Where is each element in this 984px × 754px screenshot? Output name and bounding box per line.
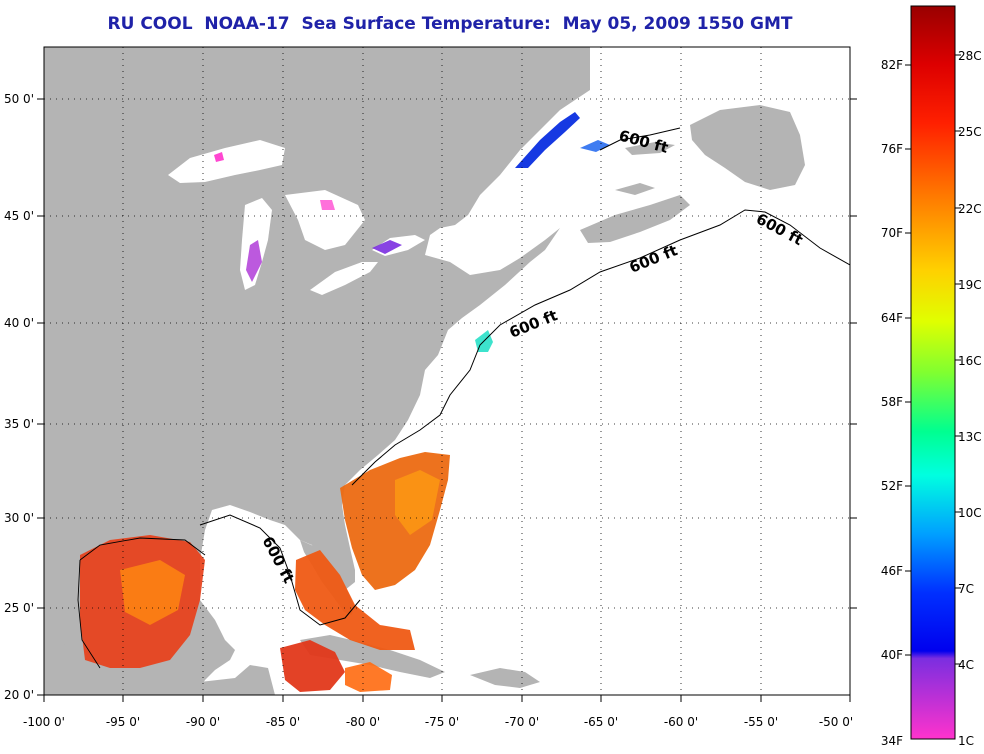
colorbar-c-label: 19C: [958, 278, 982, 292]
colorbar-f-label: 52F: [881, 479, 903, 493]
isobath-600ft: [199, 127, 850, 626]
lon-tick-label: -60 0': [664, 715, 698, 729]
lon-tick-label: -50 0': [819, 715, 853, 729]
lon-tick-label: -85 0': [266, 715, 300, 729]
prince-edward-island: [615, 183, 655, 195]
map-tick-marks: [37, 98, 857, 702]
newfoundland: [690, 105, 805, 190]
map-plot-area: 600 ft 600 ft 600 ft 600 ft 600 ft: [44, 47, 850, 695]
lon-tick-label: -100 0': [23, 715, 65, 729]
sst-st-lawrence-cold: [515, 112, 580, 168]
colorbar-c-label: 10C: [958, 506, 982, 520]
lat-tick-label: 35 0': [4, 417, 34, 431]
colorbar-f-label: 40F: [881, 648, 903, 662]
map-gridlines: [44, 47, 850, 695]
lake-huron: [285, 190, 365, 250]
nova-scotia: [580, 195, 690, 243]
colorbar: 82F 76F 70F 64F 58F 52F 46F 40F 34F 28C …: [881, 5, 982, 748]
colorbar-f-label: 34F: [881, 734, 903, 748]
land-mass: [44, 47, 590, 695]
cuba: [300, 635, 445, 678]
colorbar-c-label: 22C: [958, 202, 982, 216]
lon-tick-label: -90 0': [186, 715, 220, 729]
lat-tick-label: 40 0': [4, 316, 34, 330]
map-frame: [43, 46, 851, 696]
colorbar-c-label: 13C: [958, 430, 982, 444]
colorbar-c-label: 28C: [958, 49, 982, 63]
sst-caribbean-east: [345, 662, 392, 692]
sst-lake-superior: [214, 152, 224, 162]
lon-tick-label: -80 0': [346, 715, 380, 729]
lat-tick-labels: 50 0' 45 0' 40 0' 35 0' 30 0' 25 0' 20 0…: [4, 92, 34, 702]
colorbar-c-label: 16C: [958, 354, 982, 368]
colorbar-f-ticks: [905, 54, 961, 665]
colorbar-c-label: 4C: [958, 658, 974, 672]
lat-tick-label: 50 0': [4, 92, 34, 106]
lon-tick-label: -75 0': [425, 715, 459, 729]
colorbar-gradient: [910, 5, 956, 740]
colorbar-f-label: 46F: [881, 564, 903, 578]
sst-st-lawrence-spot: [580, 140, 610, 152]
sst-lake-ontario: [372, 240, 402, 254]
lat-tick-label: 30 0': [4, 511, 34, 525]
hispaniola: [470, 668, 540, 688]
sst-gulf-west-warm: [120, 560, 185, 625]
anticosti-island: [625, 142, 675, 155]
colorbar-f-label: 76F: [881, 142, 903, 156]
sst-lake-huron: [320, 200, 335, 210]
sst-caribbean: [280, 640, 345, 692]
map-title: RU COOL NOAA-17 Sea Surface Temperature:…: [107, 14, 793, 34]
colorbar-c-label: 7C: [958, 582, 974, 596]
sst-gulf-stream-warm: [395, 470, 440, 535]
isobath-600ft-gulf: [77, 537, 206, 669]
lon-tick-labels: -100 0' -95 0' -90 0' -85 0' -80 0' -75 …: [23, 715, 853, 729]
lon-tick-label: -65 0': [584, 715, 618, 729]
colorbar-c-label: 1C: [958, 734, 974, 748]
sst-lake-michigan: [246, 240, 262, 282]
lake-erie: [310, 262, 378, 295]
lake-superior: [168, 140, 285, 183]
colorbar-f-label: 82F: [881, 58, 903, 72]
lon-tick-label: -95 0': [106, 715, 140, 729]
colorbar-f-label: 64F: [881, 311, 903, 325]
lon-tick-label: -55 0': [744, 715, 778, 729]
lat-tick-label: 20 0': [4, 688, 34, 702]
sst-gulf-east: [295, 550, 415, 650]
sst-data-layer: [80, 112, 610, 692]
colorbar-f-label: 58F: [881, 395, 903, 409]
lat-tick-label: 45 0': [4, 209, 34, 223]
colorbar-f-label: 70F: [881, 226, 903, 240]
colorbar-c-label: 25C: [958, 125, 982, 139]
lon-tick-label: -70 0': [505, 715, 539, 729]
lat-tick-label: 25 0': [4, 601, 34, 615]
